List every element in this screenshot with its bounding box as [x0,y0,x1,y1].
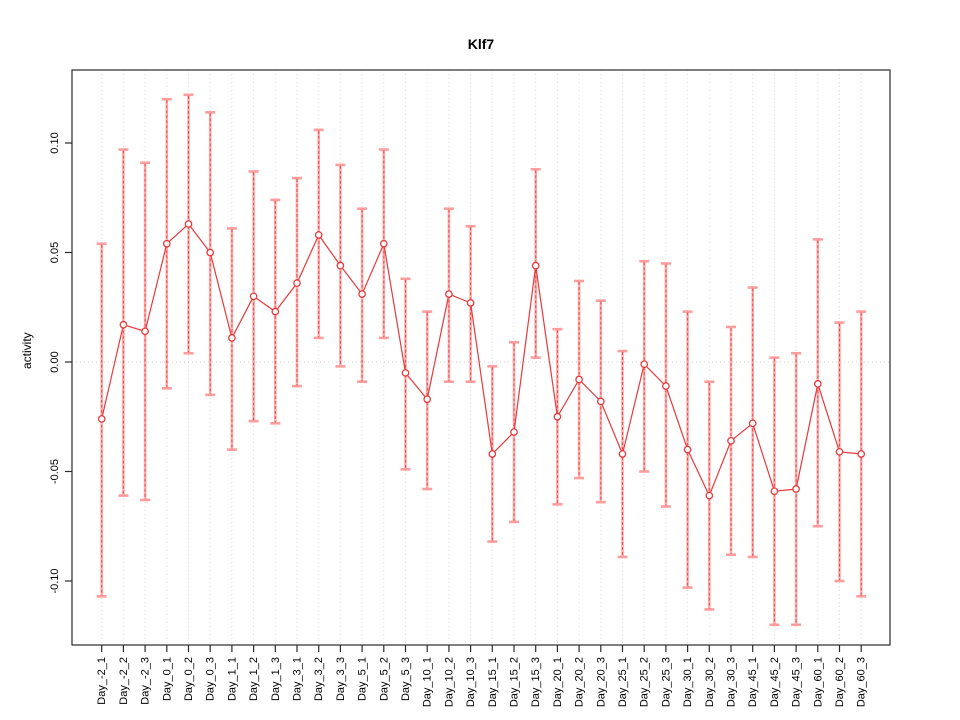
x-tick-label: Day_45_3 [791,657,803,707]
x-tick-label: Day_1_2 [248,657,260,701]
series-line [101,223,862,498]
x-tick-label: Day_3_3 [335,657,347,701]
data-point [466,299,475,307]
x-tick-label: Day_25_2 [639,657,651,707]
data-point [510,428,518,436]
x-tick-label: Day_-2_2 [118,657,130,705]
data-point [748,419,757,428]
data-point [445,290,453,298]
y-tick-label: 0.00 [49,351,61,372]
y-tick-label: 0.05 [49,242,61,263]
x-tick-label: Day_3_1 [292,657,304,701]
data-point [379,239,388,248]
x-tick-label: Day_-2_1 [96,657,108,705]
data-point [293,279,301,288]
data-point [727,436,735,445]
data-point [683,445,692,454]
x-tick-label: Day_60_3 [856,657,868,707]
data-point [97,415,106,423]
x-tick-label: Day_45_2 [769,657,781,707]
x-tick-label: Day_3_2 [313,657,325,701]
data-point [835,447,844,456]
x-tick-label: Day_1_3 [270,657,282,701]
data-point [119,320,128,329]
data-point [575,375,583,384]
x-tick-label: Day_0_2 [183,657,195,701]
data-point [792,485,800,493]
x-tick-label: Day_30_2 [704,657,716,707]
x-tick-label: Day_25_3 [660,657,672,707]
data-point [770,487,779,496]
x-tick-label: Day_20_2 [574,657,586,707]
x-tick-label: Day_10_1 [422,657,434,707]
x-tick-label: Day_60_2 [834,657,846,707]
data-point [401,369,410,377]
x-tick-label: Day_5_3 [400,657,412,701]
x-tick-label: Day_15_3 [530,657,542,707]
x-tick-label: Day_20_3 [595,657,607,707]
y-tick-label: -0.10 [49,568,61,593]
plot-border [71,69,891,646]
x-tick-label: Day_10_2 [443,657,455,707]
data-point [228,334,236,342]
chart-title: Klf7 [467,36,495,52]
y-tick-label: 0.10 [49,132,61,153]
data-point [813,380,822,388]
x-tick-label: Day_5_1 [357,657,369,701]
data-point [184,220,193,228]
data-point [596,397,605,406]
data-point [162,239,171,248]
data-point [249,292,258,301]
x-tick-label: Day_5_2 [378,657,390,701]
data-point [640,360,649,369]
data-point [662,382,670,390]
y-tick-label: -0.05 [49,459,61,484]
x-tick-label: Day_20_1 [552,657,564,707]
data-point [271,307,280,316]
x-tick-label: Day_-2_3 [140,657,152,705]
data-point [857,450,866,458]
data-point [618,450,627,458]
x-tick-label: Day_15_1 [487,657,499,707]
data-point [336,261,345,270]
x-tick-label: Day_1_1 [226,657,238,701]
x-tick-label: Day_25_1 [617,657,629,707]
x-tick-label: Day_10_3 [465,657,477,707]
x-tick-label: Day_15_2 [509,657,521,707]
x-tick-label: Day_60_1 [812,657,824,707]
data-point [423,395,432,404]
data-point [141,327,149,336]
x-tick-label: Day_45_1 [747,657,759,707]
data-point [358,290,366,298]
x-tick-label: Day_30_3 [726,657,738,707]
x-tick-label: Day_0_3 [205,657,217,701]
data-point [314,231,323,239]
data-point [206,248,215,257]
x-tick-label: Day_0_1 [161,657,173,701]
data-point [488,450,497,458]
data-point [531,261,540,270]
data-point [553,412,562,421]
data-point [705,491,714,500]
x-tick-label: Day_30_1 [682,657,694,707]
